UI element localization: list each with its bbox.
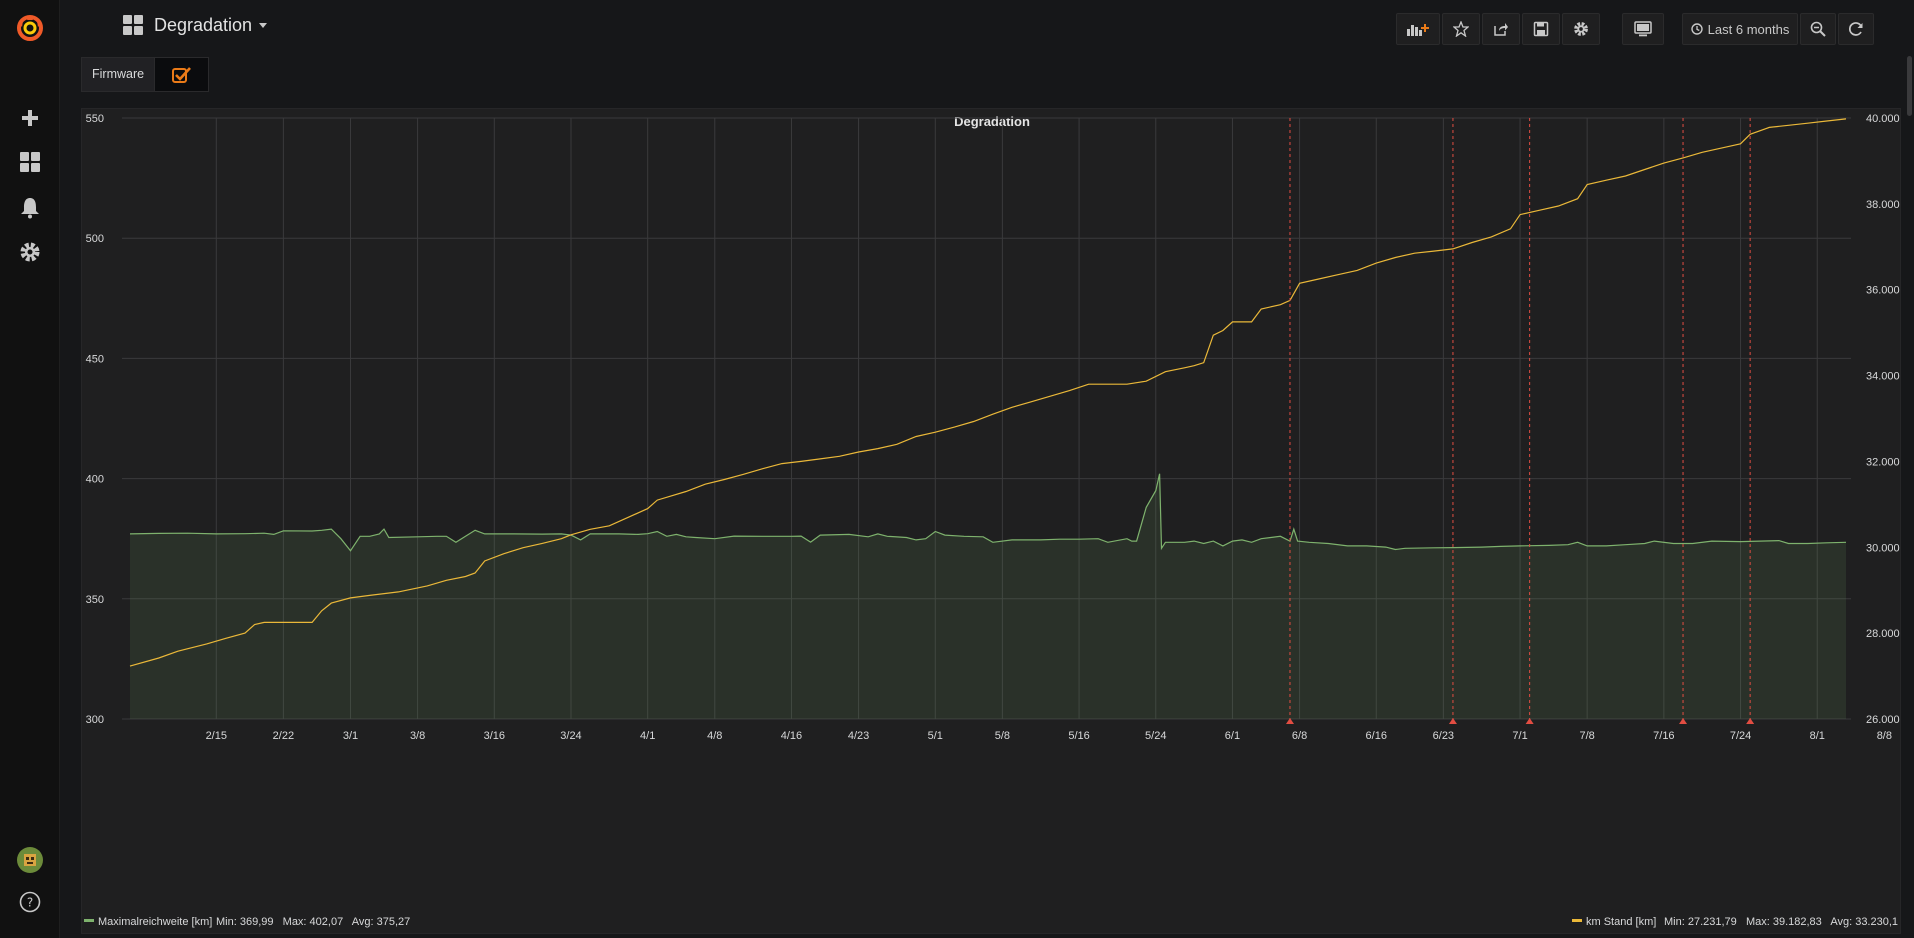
y-right-tick-label: 40.000 bbox=[1866, 113, 1900, 125]
x-tick-label: 7/8 bbox=[1580, 730, 1595, 742]
firmware-variable-toggle[interactable] bbox=[155, 57, 210, 92]
clock-icon bbox=[1690, 23, 1703, 35]
series-line-maximalreichweite[interactable] bbox=[129, 473, 1847, 552]
y-right-tick-label: 36.000 bbox=[1866, 285, 1900, 297]
annotation-marker[interactable] bbox=[1525, 718, 1534, 724]
annotation-marker[interactable] bbox=[1448, 718, 1457, 724]
grafana-logo-icon[interactable] bbox=[0, 6, 60, 50]
annotation-marker[interactable] bbox=[1679, 718, 1688, 724]
y-left-tick-label: 350 bbox=[86, 594, 104, 606]
x-tick-label: 3/24 bbox=[560, 730, 581, 742]
x-tick-label: 5/16 bbox=[1068, 730, 1089, 742]
x-tick-label: 2/22 bbox=[273, 730, 294, 742]
x-tick-label: 3/16 bbox=[484, 730, 505, 742]
variables-bar: Firmware bbox=[81, 57, 210, 92]
time-picker-button[interactable]: Last 6 months bbox=[1682, 13, 1798, 45]
x-tick-label: 2/15 bbox=[206, 730, 227, 742]
legend-stats-maximalreichweite: Min: 369,99 Max: 402,07 Avg: 375,27 bbox=[216, 916, 410, 928]
x-tick-label: 5/1 bbox=[928, 730, 943, 742]
x-tick-label: 5/24 bbox=[1145, 730, 1166, 742]
dashboards-icon[interactable] bbox=[0, 140, 60, 184]
save-icon bbox=[1533, 21, 1549, 37]
legend-label-km-stand[interactable]: km Stand [km] bbox=[1586, 916, 1656, 928]
x-tick-label: 4/1 bbox=[640, 730, 655, 742]
refresh-button[interactable] bbox=[1838, 13, 1874, 45]
add-panel-icon bbox=[1407, 24, 1429, 36]
y-left-tick-label: 450 bbox=[86, 353, 104, 365]
graph-panel: Degradation 300 350 400 450 500 550 26.000 28.0… bbox=[81, 108, 1901, 934]
avatar[interactable] bbox=[0, 838, 60, 882]
gear-icon bbox=[1574, 22, 1588, 36]
series-area-maximalreichweite bbox=[130, 473, 1846, 719]
x-tick-label: 7/16 bbox=[1653, 730, 1674, 742]
annotation-marker[interactable] bbox=[1285, 718, 1294, 724]
add-panel-button[interactable] bbox=[1396, 13, 1440, 45]
svg-text:?: ? bbox=[27, 896, 33, 910]
navbar: Degradation Last 6 months bbox=[60, 0, 1914, 56]
zoom-out-icon bbox=[1810, 21, 1826, 37]
x-tick-label: 6/16 bbox=[1366, 730, 1387, 742]
refresh-icon bbox=[1849, 22, 1863, 36]
x-tick-label: 4/8 bbox=[707, 730, 722, 742]
plus-icon[interactable] bbox=[0, 96, 60, 140]
x-tick-label: 4/16 bbox=[781, 730, 802, 742]
x-tick-label: 6/8 bbox=[1292, 730, 1307, 742]
star-button[interactable] bbox=[1442, 13, 1480, 45]
legend-stats-km-stand: Min: 27.231,79 Max: 39.182,83 Avg: 33.23… bbox=[1664, 916, 1898, 928]
share-icon bbox=[1494, 23, 1508, 36]
annotation-marker[interactable] bbox=[1746, 718, 1755, 724]
legend-swatch-km-stand bbox=[1572, 919, 1582, 922]
y-left-tick-label: 500 bbox=[86, 233, 104, 245]
y-left-tick-label: 400 bbox=[86, 474, 104, 486]
dashboard-title: Degradation bbox=[154, 14, 253, 35]
x-tick-label: 4/23 bbox=[848, 730, 869, 742]
time-range-label: Last 6 months bbox=[1707, 21, 1790, 37]
x-tick-label: 3/8 bbox=[410, 730, 425, 742]
tv-mode-button[interactable] bbox=[1622, 13, 1664, 45]
question-icon[interactable]: ? bbox=[0, 880, 60, 924]
x-tick-label: 8/8 bbox=[1877, 730, 1892, 742]
x-tick-label: 7/24 bbox=[1730, 730, 1751, 742]
checkbox-checked-icon bbox=[171, 66, 191, 83]
dashboard-picker[interactable]: Degradation bbox=[122, 14, 268, 36]
gear-icon[interactable] bbox=[0, 230, 60, 274]
save-button[interactable] bbox=[1522, 13, 1560, 45]
zoom-out-button[interactable] bbox=[1800, 13, 1836, 45]
y-right-tick-label: 26.000 bbox=[1866, 714, 1900, 726]
share-button[interactable] bbox=[1482, 13, 1520, 45]
settings-button[interactable] bbox=[1562, 13, 1600, 45]
y-right-tick-label: 38.000 bbox=[1866, 199, 1900, 211]
y-left-tick-label: 550 bbox=[86, 113, 104, 125]
x-tick-label: 5/8 bbox=[995, 730, 1010, 742]
y-left-tick-label: 300 bbox=[86, 714, 104, 726]
caret-down-icon bbox=[259, 23, 268, 28]
legend-swatch-maximalreichweite bbox=[84, 919, 94, 922]
x-tick-label: 6/1 bbox=[1225, 730, 1240, 742]
firmware-variable-label: Firmware bbox=[81, 57, 156, 92]
panel-title[interactable]: Degradation bbox=[954, 114, 1030, 129]
series-line-km-stand[interactable] bbox=[129, 118, 1847, 667]
x-tick-label: 7/1 bbox=[1512, 730, 1527, 742]
degradation-graph[interactable]: Degradation 300 350 400 450 500 550 26.000 28.0… bbox=[82, 109, 1902, 935]
side-menu: ? bbox=[0, 0, 60, 938]
y-right-tick-label: 32.000 bbox=[1866, 456, 1900, 468]
y-right-tick-label: 30.000 bbox=[1866, 542, 1900, 554]
y-right-tick-label: 34.000 bbox=[1866, 371, 1900, 383]
legend-label-maximalreichweite[interactable]: Maximalreichweite [km] bbox=[98, 916, 212, 928]
page-scrollbar[interactable] bbox=[1904, 56, 1914, 116]
x-tick-label: 3/1 bbox=[343, 730, 358, 742]
star-icon bbox=[1453, 21, 1469, 37]
bell-icon[interactable] bbox=[0, 186, 60, 230]
x-tick-label: 8/1 bbox=[1810, 730, 1825, 742]
x-tick-label: 6/23 bbox=[1433, 730, 1454, 742]
y-right-tick-label: 28.000 bbox=[1866, 628, 1900, 640]
dashboards-icon bbox=[123, 15, 143, 35]
tv-icon bbox=[1634, 21, 1652, 37]
